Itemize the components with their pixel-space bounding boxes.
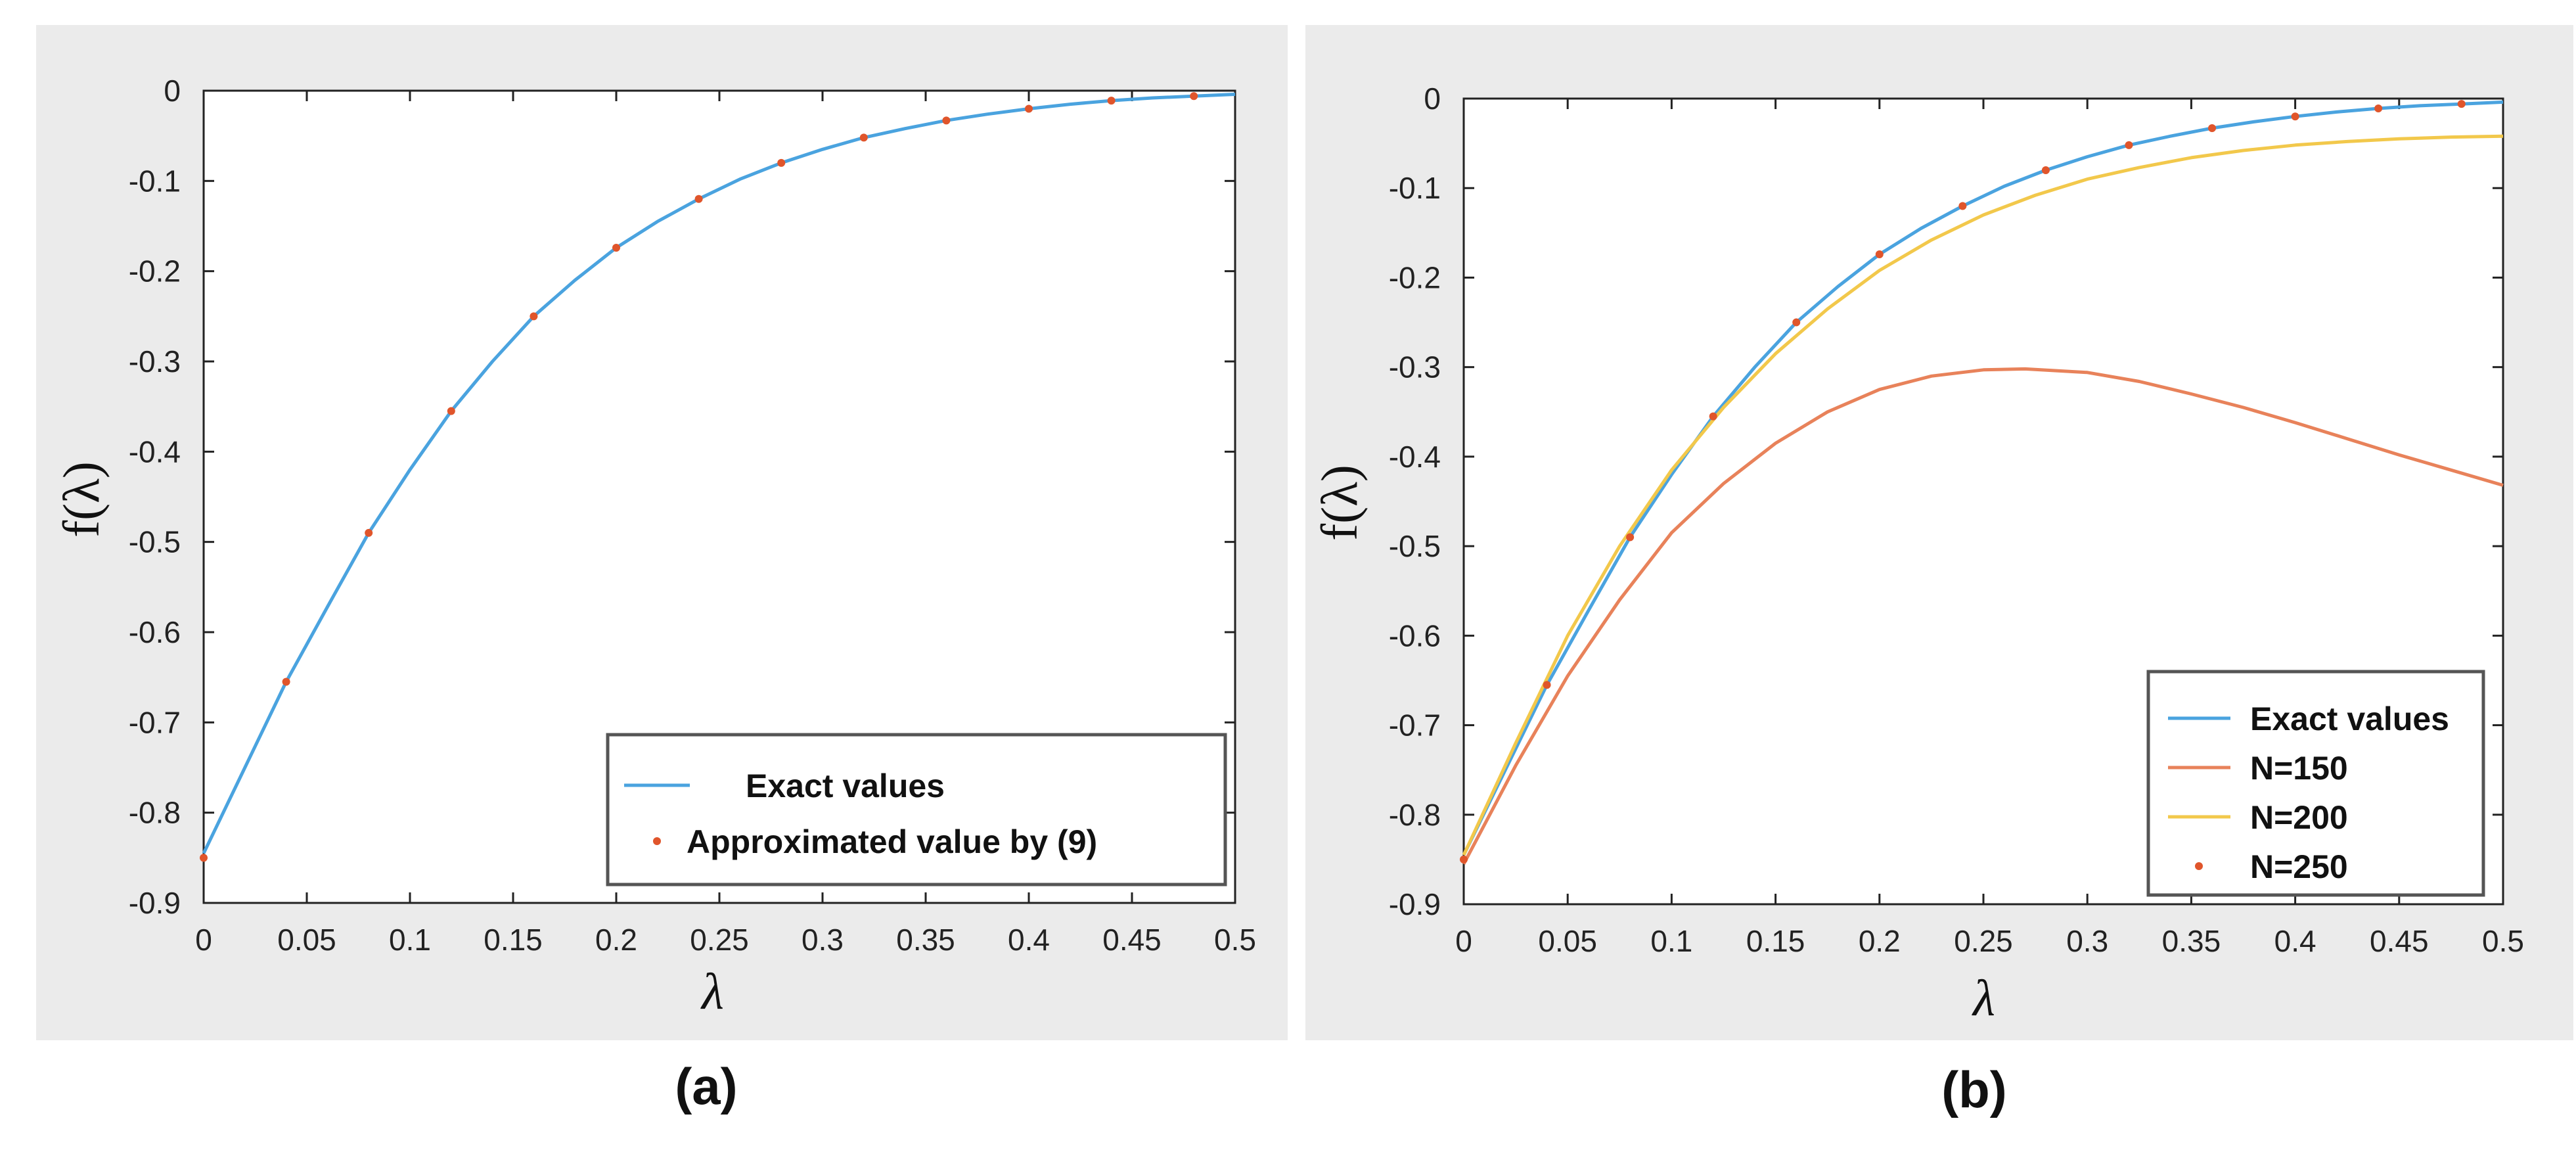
legend-label-exact-a: Exact values bbox=[746, 768, 945, 804]
y-tick-label: -0.2 bbox=[129, 254, 181, 288]
series-group-a bbox=[200, 92, 1236, 862]
data-point-n-250-b bbox=[2041, 166, 2050, 174]
series-line-exact-values-b bbox=[1462, 100, 2504, 856]
legend-box-b bbox=[2146, 670, 2485, 897]
data-point-n-250-b bbox=[1543, 681, 1551, 689]
data-point-n-250-b bbox=[1958, 202, 1967, 210]
x-tick-label: 0.25 bbox=[690, 923, 749, 957]
x-axis-label-a: λ bbox=[700, 963, 724, 1020]
y-tick-label: -0.8 bbox=[129, 796, 181, 830]
legend-box-a bbox=[606, 733, 1227, 886]
x-tick-label: 0.05 bbox=[1538, 924, 1597, 958]
data-point-n-250-b bbox=[2374, 104, 2383, 112]
x-tick-label: 0.15 bbox=[484, 923, 543, 957]
legend-label-n200-b: N=200 bbox=[2250, 799, 2348, 836]
y-tick-label: 0 bbox=[1424, 81, 1441, 116]
data-point-n-250-b bbox=[1460, 855, 1468, 863]
y-tick-label: -0.1 bbox=[129, 164, 181, 198]
y-tick-label: -0.9 bbox=[1389, 887, 1441, 921]
data-point-n-250-b bbox=[2291, 112, 2299, 121]
x-tick-label: 0.3 bbox=[2066, 924, 2108, 958]
x-tick-label: 0.4 bbox=[1008, 923, 1050, 957]
data-point-approximated-value-by-9-a bbox=[282, 678, 290, 686]
legend-b: Exact values N=150 N=200 N=250 bbox=[2146, 670, 2485, 897]
chart-panel-b: 0 0.05 0.1 0.15 0.2 0.25 0.3 0.35 0.4 0.45 0.5 0 -0.… bbox=[1311, 81, 2524, 1118]
data-point-approximated-value-by-9-a bbox=[530, 312, 538, 321]
data-point-approximated-value-by-9-a bbox=[612, 243, 620, 252]
y-tick-label: -0.7 bbox=[1389, 708, 1441, 743]
series-line-exact-values-a bbox=[202, 93, 1236, 854]
legend-label-exact-b: Exact values bbox=[2250, 701, 2449, 737]
x-tick-label: 0.5 bbox=[2482, 924, 2524, 958]
y-tick-label: -0.1 bbox=[1389, 171, 1441, 205]
y-tick-label: -0.5 bbox=[1389, 529, 1441, 563]
data-point-approximated-value-by-9-a bbox=[1190, 92, 1198, 101]
y-tick-label: -0.4 bbox=[1389, 440, 1441, 474]
data-point-approximated-value-by-9-a bbox=[694, 195, 703, 203]
data-point-approximated-value-by-9-a bbox=[447, 407, 455, 415]
y-tick-label: -0.4 bbox=[129, 434, 181, 469]
caption-a: (a) bbox=[675, 1057, 737, 1115]
x-tick-label: 0.5 bbox=[1214, 923, 1256, 957]
data-point-n-250-b bbox=[1709, 412, 1717, 421]
ticks-a: 0 0.05 0.1 0.15 0.2 0.25 0.3 0.35 0.4 0.45 0.5 0 -0.… bbox=[129, 74, 1256, 957]
data-point-n-250-b bbox=[2125, 141, 2133, 149]
y-tick-label: -0.8 bbox=[1389, 798, 1441, 832]
x-tick-label: 0.25 bbox=[1954, 924, 2013, 958]
x-tick-label: 0.15 bbox=[1746, 924, 1805, 958]
ticks-b: 0 0.05 0.1 0.15 0.2 0.25 0.3 0.35 0.4 0.45 0.5 0 -0.… bbox=[1389, 81, 2524, 958]
y-tick-label: 0 bbox=[164, 74, 181, 108]
x-axis-label-b: λ bbox=[1972, 969, 1995, 1026]
legend-label-n150-b: N=150 bbox=[2250, 750, 2348, 787]
legend-label-approx-a: Approximated value by (9) bbox=[687, 823, 1097, 860]
y-axis-label-a: f(λ) bbox=[53, 461, 110, 538]
series-group-b bbox=[1460, 100, 2504, 865]
x-tick-label: 0 bbox=[195, 923, 212, 957]
legend-swatch-n250-b bbox=[2195, 862, 2203, 870]
x-tick-label: 0.35 bbox=[2162, 924, 2221, 958]
y-tick-label: -0.5 bbox=[129, 525, 181, 559]
data-point-approximated-value-by-9-a bbox=[777, 158, 786, 167]
y-tick-label: -0.6 bbox=[1389, 618, 1441, 653]
x-tick-label: 0 bbox=[1455, 924, 1472, 958]
legend-label-n250-b: N=250 bbox=[2250, 848, 2348, 885]
x-tick-label: 0.1 bbox=[389, 923, 431, 957]
data-point-approximated-value-by-9-a bbox=[942, 116, 951, 125]
x-tick-label: 0.35 bbox=[896, 923, 955, 957]
x-tick-label: 0.2 bbox=[1859, 924, 1901, 958]
data-point-n-250-b bbox=[1875, 250, 1884, 259]
legend-a: Exact values Approximated value by (9) bbox=[606, 733, 1227, 886]
data-point-approximated-value-by-9-a bbox=[365, 528, 373, 537]
y-tick-label: -0.7 bbox=[129, 705, 181, 739]
x-tick-label: 0.1 bbox=[1650, 924, 1692, 958]
y-tick-label: -0.2 bbox=[1389, 260, 1441, 294]
data-point-approximated-value-by-9-a bbox=[859, 133, 868, 142]
data-point-n-250-b bbox=[1626, 533, 1635, 541]
caption-b: (b) bbox=[1941, 1061, 2007, 1118]
data-point-n-250-b bbox=[2208, 124, 2217, 132]
y-tick-label: -0.9 bbox=[129, 886, 181, 920]
data-point-approximated-value-by-9-a bbox=[1025, 104, 1033, 113]
y-tick-label: -0.6 bbox=[129, 615, 181, 649]
data-point-approximated-value-by-9-a bbox=[1107, 97, 1116, 105]
series-line-n-200-b bbox=[1462, 134, 2504, 856]
data-point-n-250-b bbox=[1792, 318, 1801, 327]
x-tick-label: 0.45 bbox=[2370, 924, 2429, 958]
data-point-n-250-b bbox=[2457, 100, 2466, 108]
x-tick-label: 0.2 bbox=[595, 923, 637, 957]
x-tick-label: 0.45 bbox=[1102, 923, 1162, 957]
x-tick-label: 0.3 bbox=[802, 923, 844, 957]
x-tick-label: 0.4 bbox=[2274, 924, 2316, 958]
y-tick-label: -0.3 bbox=[129, 344, 181, 379]
y-tick-label: -0.3 bbox=[1389, 350, 1441, 384]
chart-panel-a: 0 0.05 0.1 0.15 0.2 0.25 0.3 0.35 0.4 0.45 0.5 0 -0.… bbox=[53, 74, 1256, 1115]
legend-swatch-approx-a bbox=[653, 837, 661, 845]
y-axis-label-b: f(λ) bbox=[1311, 465, 1368, 541]
series-line-n-150-b bbox=[1462, 367, 2504, 865]
data-point-approximated-value-by-9-a bbox=[200, 854, 208, 862]
x-tick-label: 0.05 bbox=[277, 923, 336, 957]
